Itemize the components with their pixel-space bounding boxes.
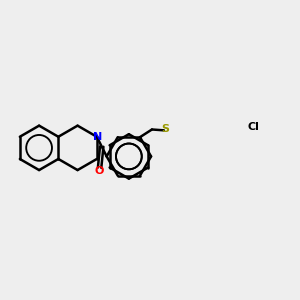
Text: O: O (95, 166, 104, 176)
Text: N: N (94, 132, 103, 142)
Text: Cl: Cl (247, 122, 259, 132)
Text: S: S (162, 124, 170, 134)
